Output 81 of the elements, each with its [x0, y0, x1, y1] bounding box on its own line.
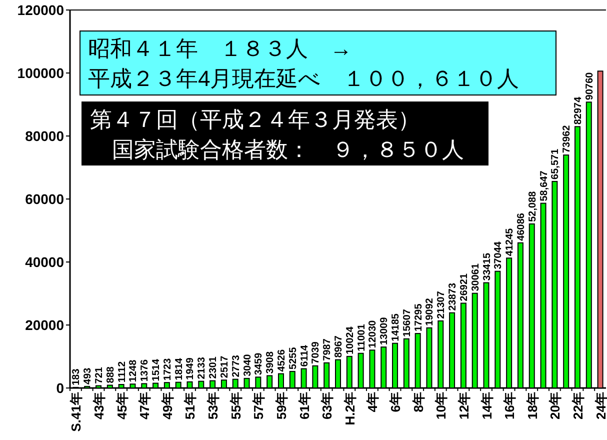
data-label: 15607 [402, 308, 413, 337]
data-label: 58,647 [538, 170, 550, 202]
data-label: 82974 [572, 96, 584, 125]
x-tick-label: S.41年 [68, 392, 84, 432]
data-label: 21307 [436, 290, 448, 319]
x-tick-label: 61年 [296, 392, 312, 420]
x-tick-label: 4年 [365, 392, 380, 412]
y-tick-label: 120000 [17, 2, 64, 18]
data-label: 13009 [379, 316, 390, 346]
x-tick-label: 59年 [274, 392, 289, 420]
data-label: 1514 [151, 358, 162, 382]
data-label: 2133 [196, 356, 208, 380]
x-tick-label: 12年 [456, 392, 472, 420]
data-label: 12030 [368, 320, 379, 348]
annotation: 第４７回（平成２４年３月発表） [90, 107, 420, 132]
data-label: 1723 [162, 358, 174, 381]
data-label: 888 [105, 366, 116, 384]
y-tick-label: 100000 [17, 65, 64, 81]
y-tick-label: 0 [56, 380, 64, 396]
x-tick-label: 6年 [388, 392, 404, 412]
x-tick-label: 24年 [593, 392, 607, 420]
data-label: 1248 [128, 359, 140, 382]
x-tick-label: 16年 [502, 392, 518, 420]
y-tick-label: 80000 [25, 128, 64, 144]
x-tick-label: 55年 [228, 392, 244, 420]
data-label: 1376 [140, 358, 151, 382]
data-label: 4526 [276, 349, 288, 372]
data-label: 11001 [356, 324, 368, 352]
data-label: 19092 [424, 298, 436, 326]
x-tick-label: 43年 [92, 392, 107, 420]
x-tick-label: 53年 [206, 392, 221, 420]
y-tick-label: 40000 [25, 254, 64, 270]
data-label: 1814 [174, 358, 185, 380]
x-tick-label: 45年 [114, 392, 130, 420]
x-tick-label: 47年 [137, 392, 152, 420]
x-tick-label: 20年 [548, 392, 563, 420]
data-label: 26921 [458, 272, 470, 302]
data-label: 3040 [242, 354, 254, 376]
data-label: 14185 [390, 313, 402, 342]
x-tick-label: 51年 [182, 392, 198, 420]
data-label: 65,571 [550, 148, 562, 180]
x-tick-label: 8年 [410, 392, 426, 412]
annotation: 昭和４１年 １８３人 → [88, 36, 352, 61]
x-tick-label: 57年 [251, 392, 266, 420]
data-label: 5255 [288, 346, 299, 370]
data-label: 37044 [493, 241, 504, 270]
x-tick-label: 22年 [570, 392, 586, 420]
data-label: 41245 [504, 228, 516, 256]
data-label: 183 [71, 368, 82, 386]
data-label: 721 [94, 366, 106, 384]
data-label: 1949 [185, 357, 196, 380]
x-tick-label: 49年 [160, 392, 175, 420]
data-label: 17295 [413, 303, 424, 332]
x-tick-label: 10年 [434, 392, 449, 420]
data-label: 7987 [322, 338, 334, 361]
data-label: 8967 [334, 335, 344, 358]
data-label: 3459 [254, 352, 265, 376]
data-label: 493 [82, 367, 94, 384]
x-tick-label: 14年 [479, 392, 494, 420]
data-label: 90760 [584, 72, 596, 100]
data-label: 2517 [219, 355, 230, 378]
data-label: 30061 [470, 263, 482, 292]
x-tick-label: 63年 [320, 392, 335, 420]
y-tick-label: 60000 [25, 191, 64, 207]
data-label: 52,088 [527, 190, 538, 222]
x-tick-label: 18年 [524, 392, 540, 420]
x-tick-label: H.2年 [342, 392, 358, 426]
y-tick-label: 20000 [25, 317, 64, 333]
data-label: 73962 [562, 124, 573, 154]
data-label: 1112 [116, 360, 128, 382]
annotation: 平成２３年4月現在延べ １００，６１０人 [88, 66, 520, 91]
data-label: 7039 [310, 341, 322, 364]
data-label: 23873 [448, 282, 459, 311]
data-label: 33415 [482, 252, 493, 281]
data-label: 2301 [208, 356, 220, 379]
data-label: 46086 [516, 212, 527, 241]
data-label: 10024 [344, 326, 356, 354]
data-label: 3908 [265, 351, 276, 374]
data-label: 2773 [230, 354, 242, 378]
annotation: 国家試験合格者数： ９，８５０人 [112, 137, 464, 162]
data-label: 6114 [299, 344, 310, 367]
